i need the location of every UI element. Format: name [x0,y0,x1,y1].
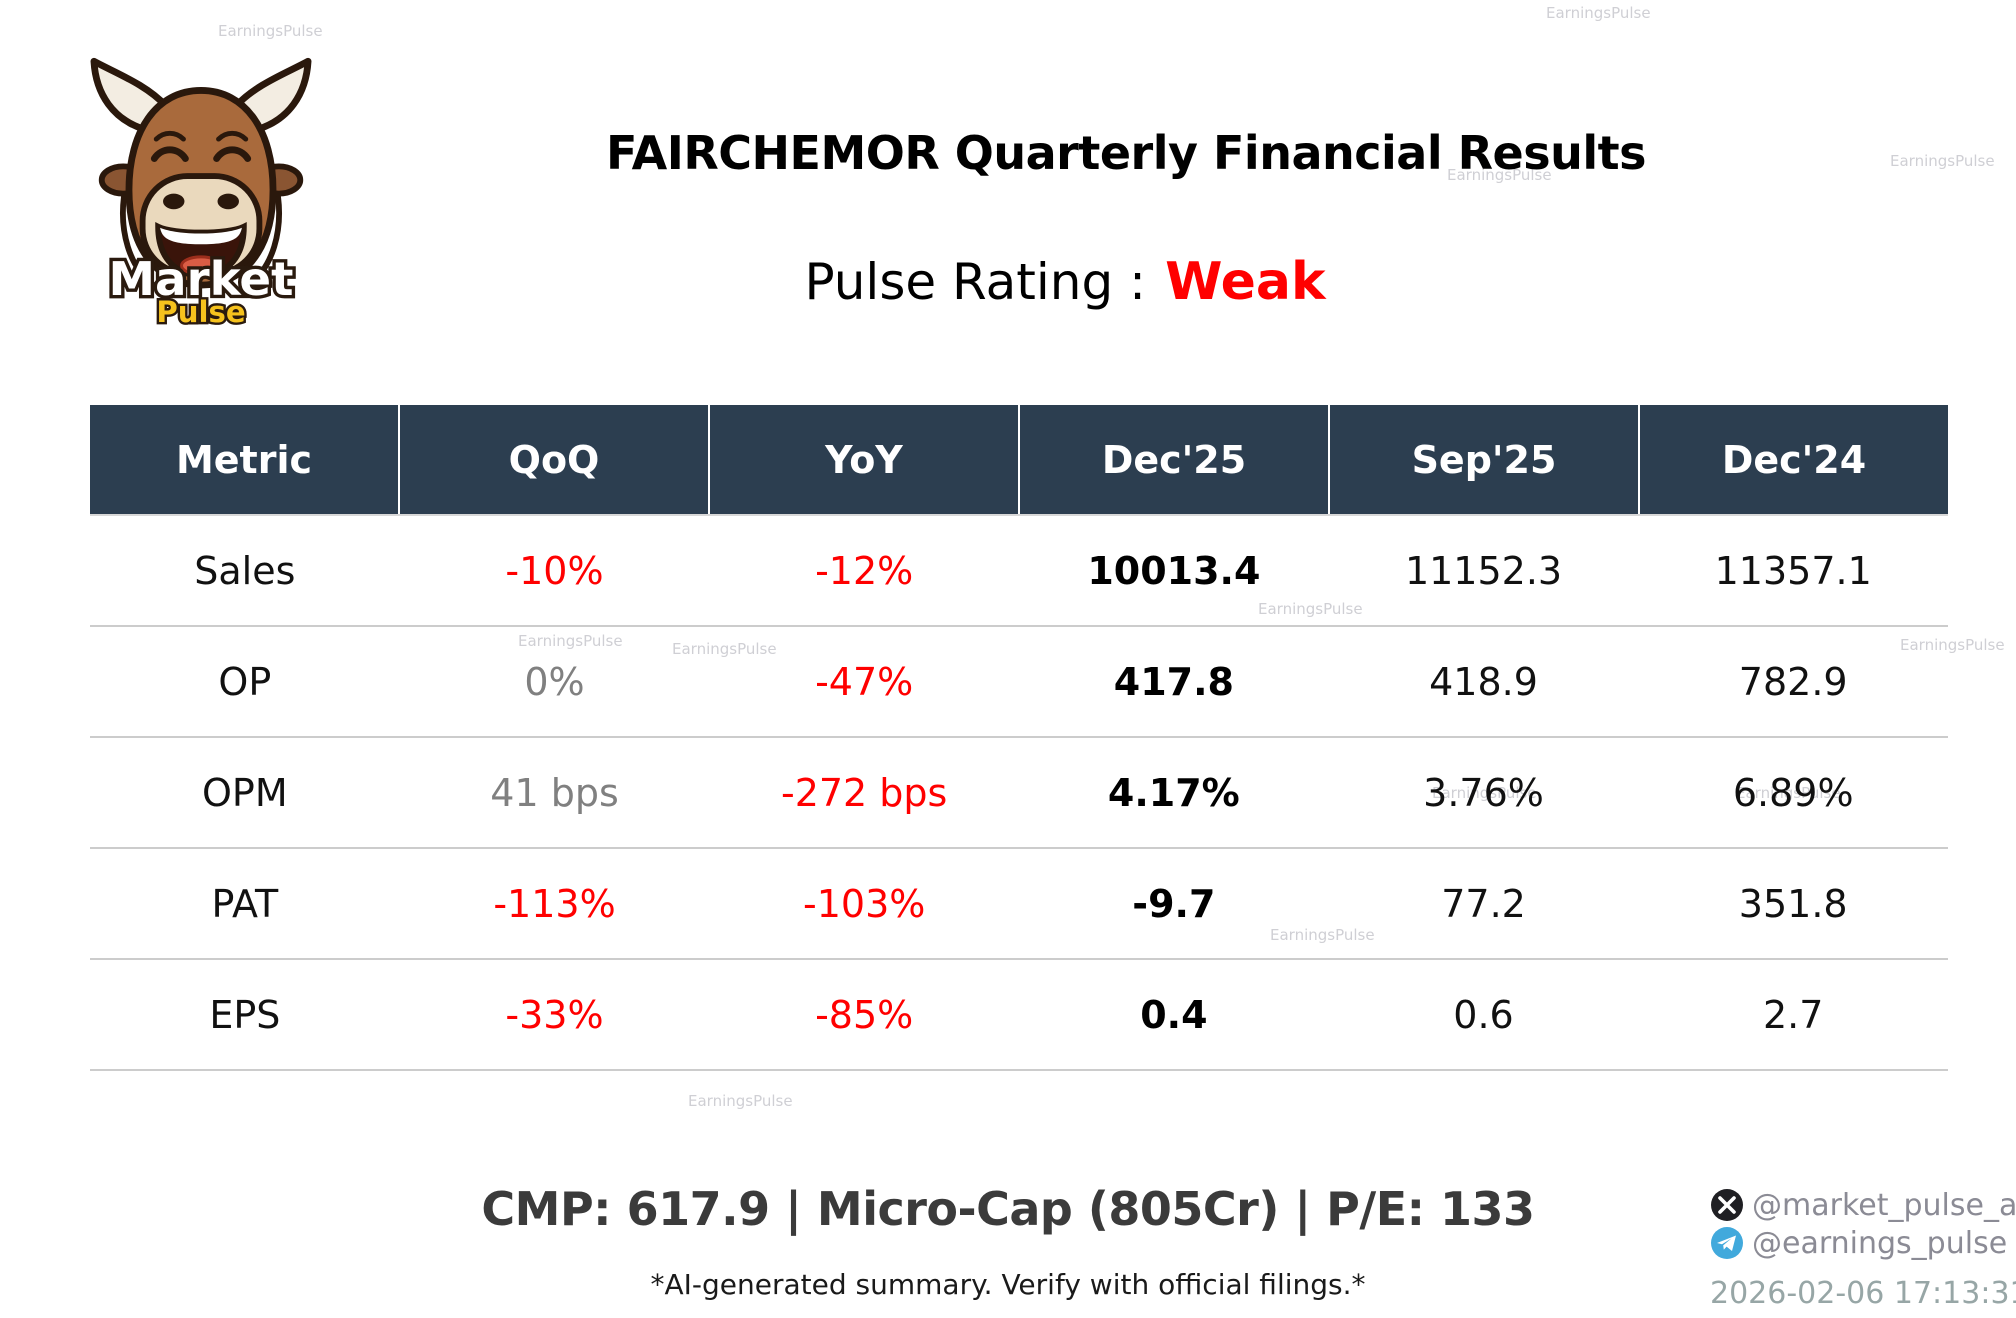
watermark: EarningsPulse [688,1092,793,1110]
qoq-value: -113% [493,881,616,926]
qoq-value: -33% [505,992,604,1037]
table-header-row: Metric QoQ YoY Dec'25 Sep'25 Dec'24 [90,405,1948,516]
dec25-value: 0.4 [1140,992,1208,1037]
qoq-value: 41 bps [490,770,619,815]
metric-label: Sales [194,548,296,593]
metric-label: OP [218,659,272,704]
metric-label: PAT [211,881,279,926]
x-handle-row: @market_pulse_ai [1710,1186,2016,1224]
table-row-op: OP 0% -47% 417.8 418.9 782.9 [90,627,1948,738]
col-header-dec25: Dec'25 [1020,405,1330,514]
col-header-qoq: QoQ [400,405,710,514]
generated-timestamp: 2026-02-06 17:13:31 [1710,1276,2016,1311]
dec24-value: 11357.1 [1714,548,1872,593]
telegram-handle-row: @earnings_pulse [1710,1224,2010,1262]
market-pulse-logo: Market Pulse [70,34,332,332]
yoy-value: -272 bps [780,770,948,815]
bull-mascot-icon: Market Pulse [90,57,312,332]
pulse-rating-label: Pulse Rating : [804,253,1146,311]
metric-label: EPS [209,992,281,1037]
svg-text:Market: Market [109,253,294,307]
col-header-metric: Metric [90,405,400,514]
social-block: @market_pulse_ai @earnings_pulse 2026-02… [1710,1186,2016,1312]
telegram-icon [1711,1227,1743,1259]
pulse-rating-value: Weak [1165,252,1326,312]
page-title: FAIRCHEMOR Quarterly Financial Results [606,126,1646,180]
table-row-opm: OPM 41 bps -272 bps 4.17% 3.76% 6.89% [90,738,1948,849]
yoy-value: -47% [815,659,914,704]
dec25-value: 4.17% [1107,770,1240,815]
sep25-value: 3.76% [1423,770,1544,815]
dec25-value: 10013.4 [1087,548,1261,593]
yoy-value: -85% [815,992,914,1037]
watermark: EarningsPulse [1546,4,1651,22]
cmp-summary-line: CMP: 617.9 | Micro-Cap (805Cr) | P/E: 13… [481,1182,1535,1236]
ai-disclaimer: *AI-generated summary. Verify with offic… [650,1268,1366,1301]
yoy-value: -12% [815,548,914,593]
dec25-value: 417.8 [1113,659,1234,704]
sep25-value: 0.6 [1453,992,1514,1037]
dec24-value: 782.9 [1738,659,1848,704]
sep25-value: 77.2 [1441,881,1526,926]
table-row-eps: EPS -33% -85% 0.4 0.6 2.7 [90,960,1948,1071]
results-table: Metric QoQ YoY Dec'25 Sep'25 Dec'24 Sale… [90,405,1948,1071]
col-header-sep25: Sep'25 [1330,405,1640,514]
qoq-value: -10% [505,548,604,593]
table-row-sales: Sales -10% -12% 10013.4 11152.3 11357.1 [90,516,1948,627]
x-twitter-icon [1711,1189,1743,1221]
sep25-value: 418.9 [1429,659,1538,704]
qoq-value: 0% [524,659,585,704]
col-header-dec24: Dec'24 [1721,437,1867,482]
dec24-value: 2.7 [1762,992,1824,1037]
telegram-handle: @earnings_pulse [1752,1225,2008,1261]
metric-label: OPM [202,770,288,815]
dec24-value: 351.8 [1738,881,1848,926]
x-handle: @market_pulse_ai [1752,1187,2016,1223]
dec24-value: 6.89% [1732,770,1854,815]
table-row-pat: PAT -113% -103% -9.7 77.2 351.8 [90,849,1948,960]
svg-text:Pulse: Pulse [156,295,245,326]
col-header-yoy: YoY [710,405,1020,514]
yoy-value: -103% [803,881,926,926]
dec25-value: -9.7 [1132,881,1216,926]
sep25-value: 11152.3 [1404,548,1563,593]
